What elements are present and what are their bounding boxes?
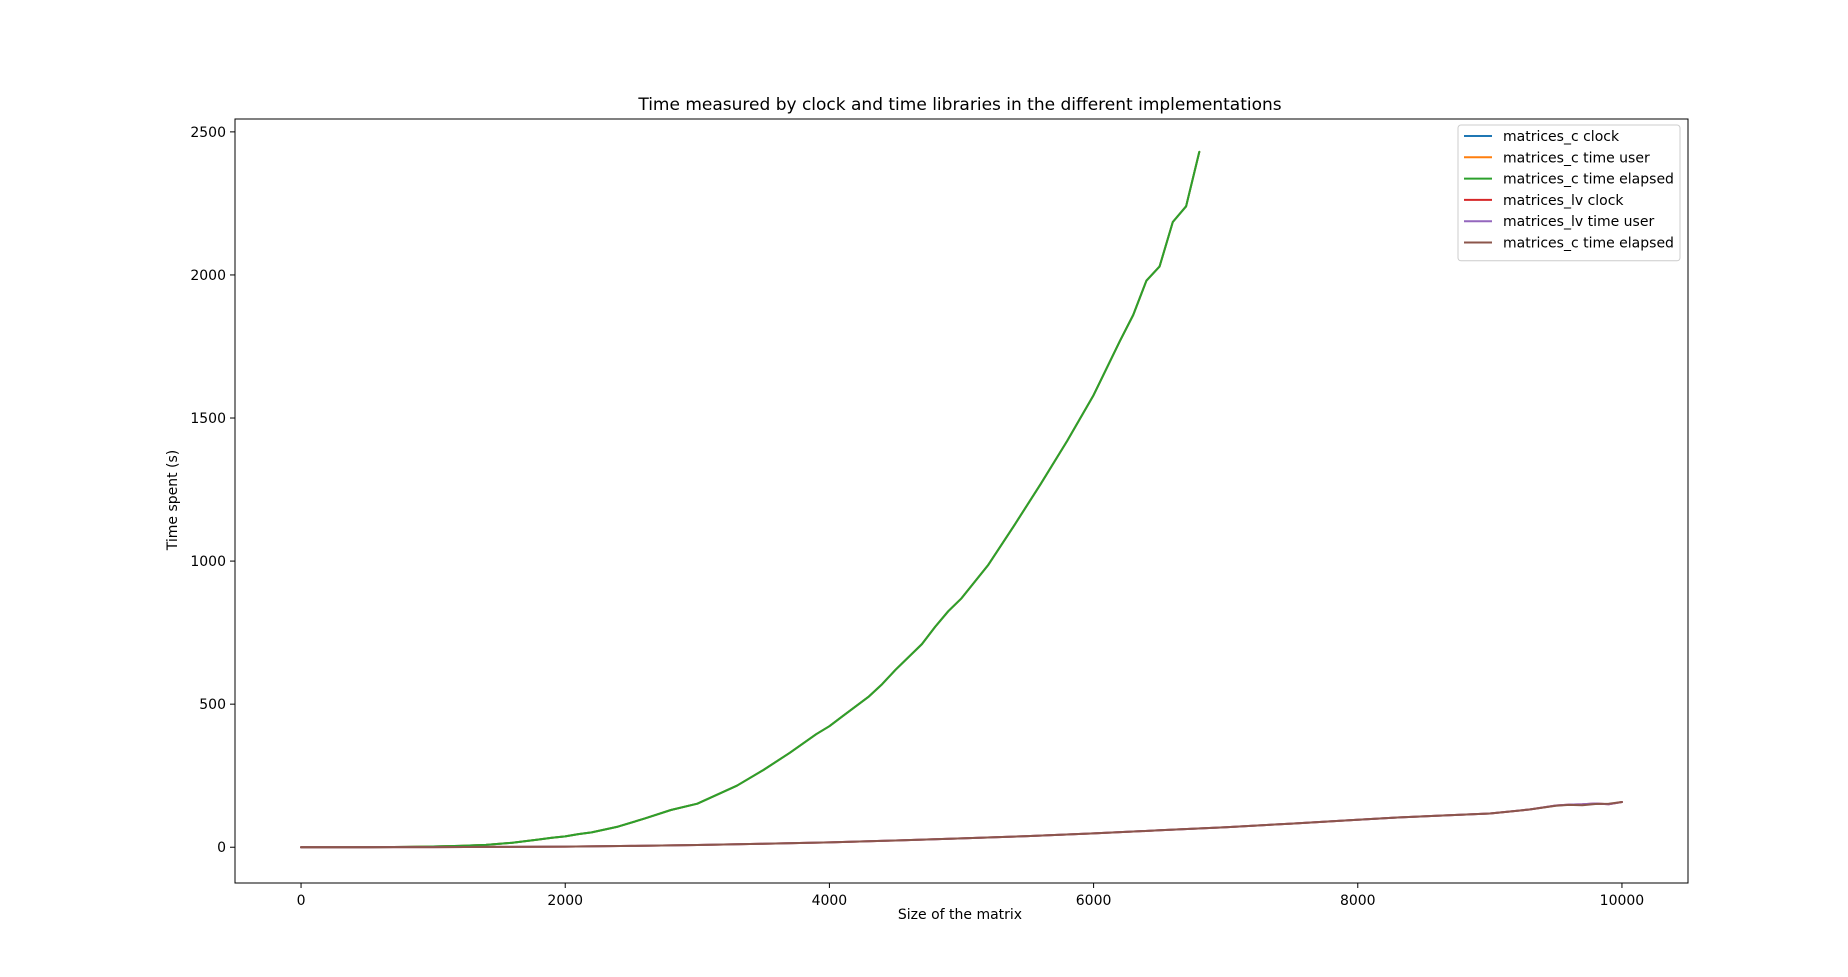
y-tick-label-4: 2000 xyxy=(190,268,226,284)
legend-label-2: matrices_c time elapsed xyxy=(1503,172,1674,188)
series-line-3 xyxy=(300,801,1623,849)
x-axis-label: Size of the matrix xyxy=(898,907,1022,923)
x-tick-label-5: 10000 xyxy=(1600,893,1645,909)
series-line-0 xyxy=(300,150,1201,849)
x-tick-label-2: 4000 xyxy=(812,893,848,909)
series-line-5 xyxy=(300,801,1623,849)
x-tick-label-3: 6000 xyxy=(1076,893,1112,909)
legend: matrices_c clock matrices_c time user matr… xyxy=(1457,124,1681,262)
chart-title: Time measured by clock and time librarie… xyxy=(637,95,1281,115)
legend-label-0: matrices_c clock xyxy=(1503,129,1620,145)
y-tick-label-0: 0 xyxy=(217,840,226,856)
y-tick-label-5: 2500 xyxy=(190,125,226,141)
series-line-4 xyxy=(300,801,1623,849)
y-tick-label-2: 1000 xyxy=(190,554,226,570)
legend-label-5: matrices_c time elapsed xyxy=(1503,236,1674,252)
legend-label-3: matrices_lv clock xyxy=(1503,193,1624,209)
plot-frame xyxy=(234,118,1689,884)
y-axis: 0 500 1000 1500 2000 2500 xyxy=(190,125,235,856)
legend-box xyxy=(1457,124,1681,262)
x-tick-label-1: 2000 xyxy=(547,893,583,909)
y-axis-label: Time spent (s) xyxy=(165,450,181,552)
legend-label-4: matrices_lv time user xyxy=(1503,214,1654,230)
y-tick-label-3: 1500 xyxy=(190,411,226,427)
series-line-1 xyxy=(300,150,1201,849)
x-tick-label-4: 8000 xyxy=(1340,893,1376,909)
legend-label-1: matrices_c time user xyxy=(1503,150,1650,166)
y-tick-label-1: 500 xyxy=(199,697,226,713)
plot-area xyxy=(234,118,1689,884)
series-line-2 xyxy=(300,150,1201,849)
x-axis: 0 2000 4000 6000 8000 10000 xyxy=(297,883,1645,909)
x-tick-label-0: 0 xyxy=(297,893,306,909)
